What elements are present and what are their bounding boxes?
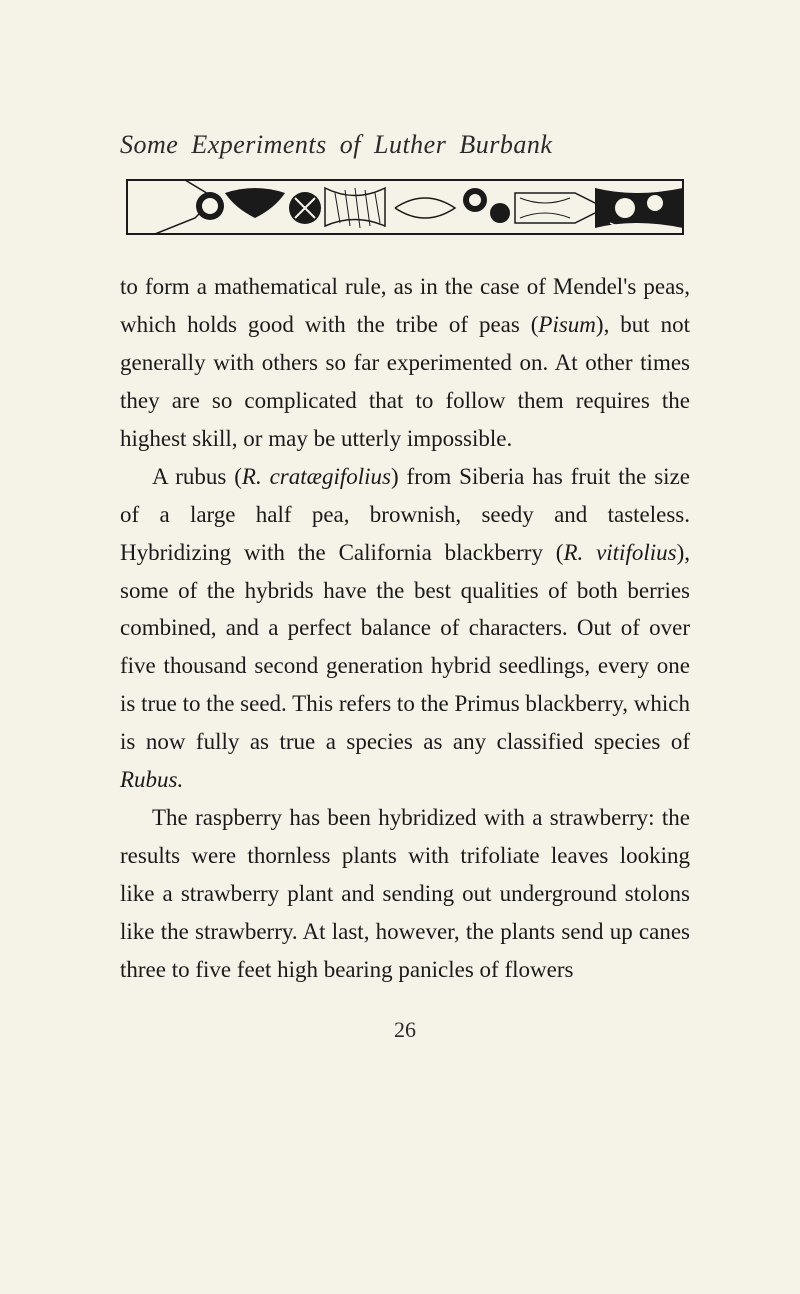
p2-italic-3: Rubus. xyxy=(120,767,183,792)
body-text-container: to form a mathematical rule, as in the c… xyxy=(120,268,690,989)
paragraph-1: to form a mathematical rule, as in the c… xyxy=(120,268,690,458)
p3-text-1: The raspberry has been hybridized with a… xyxy=(120,805,690,982)
page-number: 26 xyxy=(120,1017,690,1043)
p2-italic-2: R. vitifolius xyxy=(563,540,676,565)
paragraph-3: The raspberry has been hybridized with a… xyxy=(120,799,690,989)
p1-italic-1: Pisum xyxy=(538,312,596,337)
page-header: Some Experiments of Luther Burbank xyxy=(120,130,690,160)
p2-text-1: A rubus ( xyxy=(152,464,242,489)
paragraph-2: A rubus (R. cratægifolius) from Siberia … xyxy=(120,458,690,799)
p2-italic-1: R. cratægifolius xyxy=(242,464,391,489)
ornament-svg xyxy=(120,178,690,236)
page-number-value: 26 xyxy=(394,1017,416,1042)
p2-text-3: ), some of the hybrids have the best qua… xyxy=(120,540,690,755)
decorative-ornament xyxy=(120,178,690,236)
header-text: Some Experiments of Luther Burbank xyxy=(120,130,552,159)
